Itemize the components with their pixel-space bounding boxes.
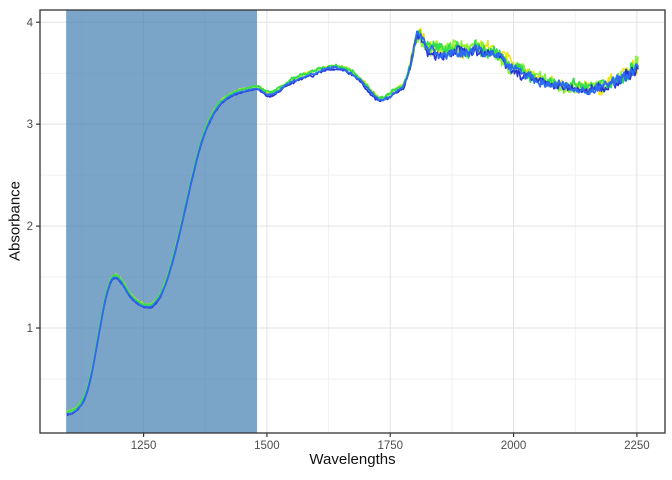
y-axis-title: Absorbance: [6, 180, 24, 262]
y-tick-label: 1: [27, 323, 33, 335]
spectrum-line-spectrum-blue: [66, 30, 639, 415]
x-tick-label: 1750: [377, 440, 403, 452]
y-tick-label: 3: [27, 119, 33, 131]
x-tick-label: 2000: [501, 440, 527, 452]
panel-border: [39, 9, 666, 434]
y-tick-label: 4: [27, 17, 34, 29]
x-tick-label: 1250: [131, 440, 157, 452]
masked-wavelength-region: [66, 10, 258, 433]
spectra-lines: [66, 27, 639, 416]
x-axis-title: Wavelengths: [309, 451, 396, 468]
x-tick-label: 1500: [254, 440, 280, 452]
x-tick-label: 2250: [624, 440, 650, 452]
y-tick-label: 2: [27, 221, 33, 233]
